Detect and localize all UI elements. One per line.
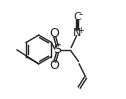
Text: O: O bbox=[50, 59, 59, 72]
Text: +: + bbox=[77, 26, 84, 35]
Text: S: S bbox=[54, 43, 62, 56]
Text: –: – bbox=[78, 11, 83, 20]
Text: C: C bbox=[73, 12, 81, 22]
Text: N: N bbox=[73, 28, 81, 38]
Text: O: O bbox=[50, 27, 59, 40]
